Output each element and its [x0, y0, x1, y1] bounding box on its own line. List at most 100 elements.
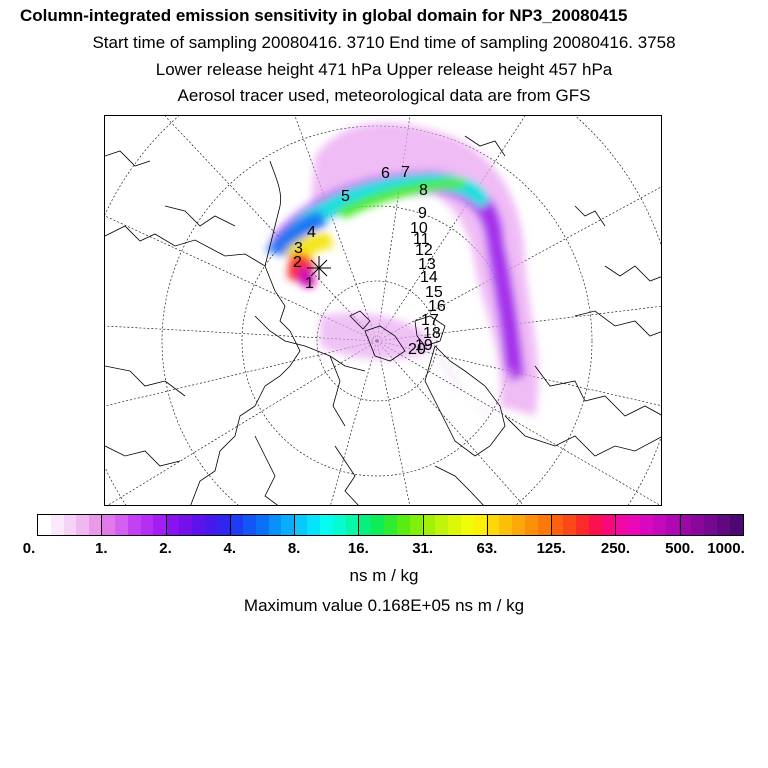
day-label-2: 2 — [293, 254, 302, 271]
colorbar-tick-label: 63. — [476, 540, 498, 557]
day-label-5: 5 — [341, 188, 350, 205]
colorbar-cell — [371, 515, 384, 535]
coastlines — [105, 135, 661, 505]
colorbar-cell — [166, 515, 179, 535]
colorbar-cell — [640, 515, 653, 535]
maximum-value: Maximum value 0.168E+05 ns m / kg — [243, 596, 525, 615]
chart-title: Column-integrated emission sensitivity i… — [20, 6, 628, 25]
colorbar-separator — [615, 514, 617, 536]
map-canvas: 1 2 3 4 5 6 7 8 9 10 11 12 13 14 15 16 1… — [105, 116, 661, 505]
day-label-20: 20 — [408, 341, 426, 358]
colorbar-cell — [729, 515, 743, 535]
colorbar-cell — [499, 515, 513, 535]
colorbar-separator — [679, 514, 681, 536]
colorbar-cell — [114, 515, 128, 535]
day-label-19: 19 — [415, 337, 433, 354]
colorbar-cell — [691, 515, 705, 535]
tracer-info: Aerosol tracer used, meteorological data… — [177, 86, 591, 105]
colorbar-cell — [614, 515, 628, 535]
day-label-15: 15 — [425, 284, 443, 301]
colorbar-tick-label: 31. — [412, 540, 434, 557]
day-label-9: 9 — [418, 205, 427, 222]
colorbar-cell — [448, 515, 461, 535]
colorbar-cell — [204, 515, 218, 535]
colorbar-cell — [243, 515, 256, 535]
colorbar-tick-label: 8. — [287, 540, 301, 557]
colorbar-cell — [653, 515, 666, 535]
colorbar-cell — [512, 515, 525, 535]
colorbar-cell — [601, 515, 615, 535]
colorbar-cell — [409, 515, 423, 535]
colorbar-separator — [358, 514, 360, 536]
colorbar-cell — [435, 515, 448, 535]
colorbar-cell — [665, 515, 679, 535]
colorbar — [37, 514, 744, 536]
colorbar-separator — [422, 514, 424, 536]
colorbar-cell — [76, 515, 90, 535]
colorbar-cell — [460, 515, 474, 535]
colorbar-cell — [89, 515, 103, 535]
day-label-14: 14 — [420, 269, 438, 286]
colorbar-separator — [551, 514, 553, 536]
day-label-7: 7 — [401, 164, 410, 181]
colorbar-cell — [268, 515, 282, 535]
colorbar-cell — [422, 515, 436, 535]
day-label-13: 13 — [418, 256, 436, 273]
colorbar-cell — [678, 515, 692, 535]
colorbar-cell — [255, 515, 269, 535]
colorbar-cell — [473, 515, 487, 535]
colorbar-cell — [345, 515, 359, 535]
day-labels: 1 2 3 4 5 6 7 8 9 10 11 12 13 14 15 16 1… — [293, 164, 446, 358]
colorbar-cell — [102, 515, 115, 535]
colorbar-cell — [358, 515, 372, 535]
colorbar-cell — [550, 515, 564, 535]
colorbar-cell — [307, 515, 320, 535]
colorbar-separator — [229, 514, 231, 536]
colorbar-cell — [537, 515, 551, 535]
colorbar-cell — [563, 515, 577, 535]
colorbar-cell — [383, 515, 397, 535]
colorbar-cell — [217, 515, 231, 535]
colorbar-cell — [63, 515, 77, 535]
colorbar-tick-label: 4. — [223, 540, 237, 557]
day-label-17: 17 — [421, 312, 439, 329]
day-label-6: 6 — [381, 165, 390, 182]
colorbar-cell — [486, 515, 500, 535]
colorbar-cell — [332, 515, 346, 535]
colorbar-cell — [524, 515, 538, 535]
day-label-1: 1 — [305, 275, 314, 292]
sampling-times: Start time of sampling 20080416. 3710 En… — [92, 33, 676, 52]
colorbar-cell — [127, 515, 141, 535]
colorbar-cell — [717, 515, 730, 535]
colorbar-tick-label: 0. — [22, 540, 36, 557]
day-label-18: 18 — [423, 325, 441, 342]
colorbar-cell — [576, 515, 589, 535]
plume — [265, 122, 539, 416]
colorbar-cell — [191, 515, 205, 535]
colorbar-tick-label: 16. — [347, 540, 369, 557]
colorbar-cell — [140, 515, 154, 535]
colorbar-cell — [704, 515, 718, 535]
colorbar-separator — [294, 514, 296, 536]
colorbar-cell — [178, 515, 192, 535]
colorbar-tick-label: 2. — [159, 540, 172, 557]
colorbar-cell — [294, 515, 308, 535]
colorbar-tick-label: 500. — [665, 540, 695, 557]
colorbar-tick-label: 1000. — [707, 540, 745, 557]
colorbar-cell — [588, 515, 602, 535]
day-label-10: 10 — [410, 220, 428, 237]
release-location-marker — [307, 256, 331, 280]
colorbar-cell — [396, 515, 410, 535]
colorbar-separator — [165, 514, 167, 536]
day-label-8: 8 — [419, 182, 428, 199]
colorbar-cell — [50, 515, 64, 535]
colorbar-units: ns m / kg — [349, 566, 419, 585]
day-label-11: 11 — [413, 231, 430, 248]
day-label-12: 12 — [415, 242, 433, 259]
colorbar-cell — [281, 515, 295, 535]
colorbar-separator — [486, 514, 488, 536]
colorbar-tick-label: 250. — [600, 540, 631, 557]
release-heights: Lower release height 471 hPa Upper relea… — [155, 60, 613, 79]
day-label-16: 16 — [428, 298, 446, 315]
colorbar-cell — [627, 515, 641, 535]
